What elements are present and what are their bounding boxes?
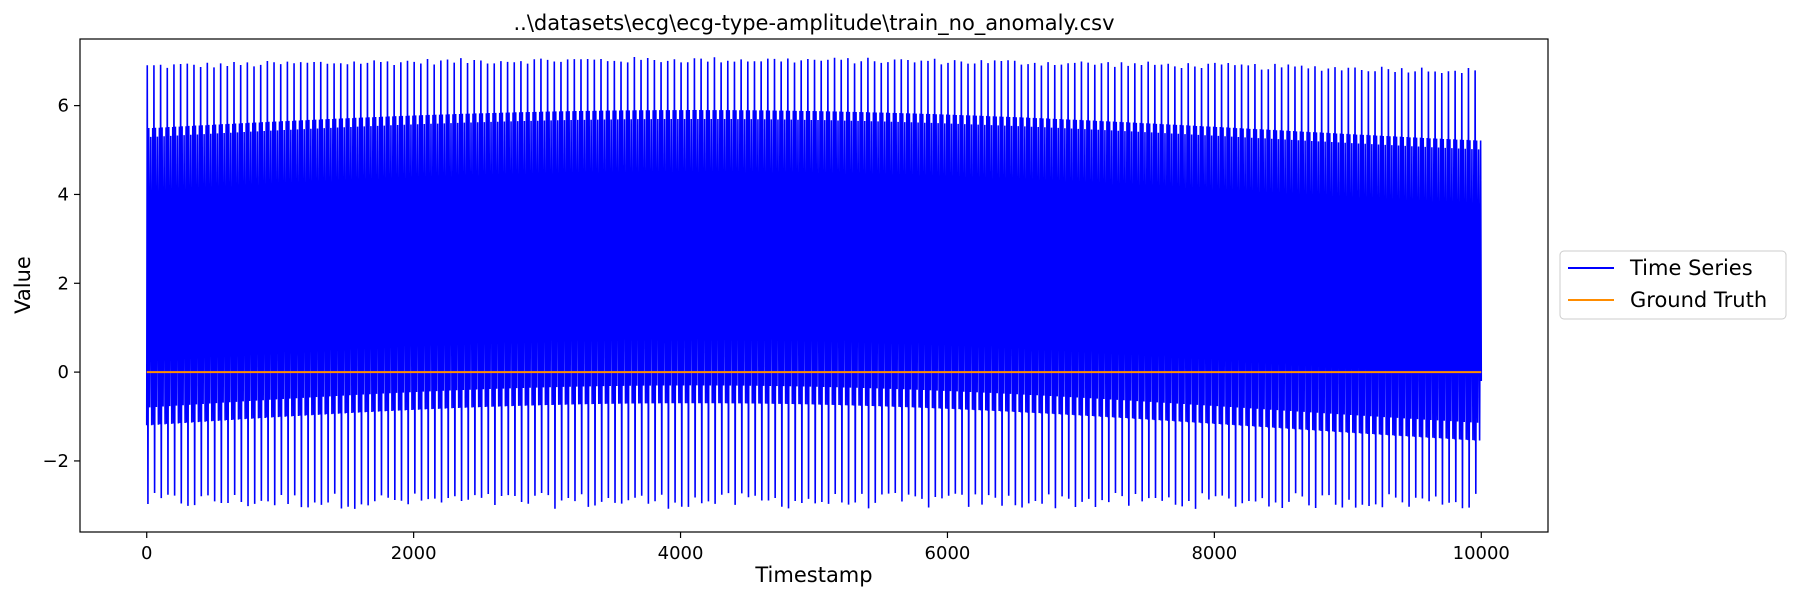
x-tick-label: 2000 [391, 543, 437, 564]
x-tick-label: 4000 [658, 543, 704, 564]
y-tick-label: 0 [58, 362, 69, 383]
x-axis: 0 2000 4000 6000 8000 10000 [141, 532, 1510, 564]
x-tick-label: 0 [141, 543, 152, 564]
x-axis-label: Timestamp [754, 563, 872, 587]
x-tick-label: 10000 [1453, 543, 1510, 564]
series-layer [145, 57, 1483, 509]
y-tick-label: 6 [58, 96, 69, 117]
x-tick-label: 8000 [1191, 543, 1237, 564]
chart-title: ..\datasets\ecg\ecg-type-amplitude\train… [513, 11, 1114, 36]
y-tick-label: 4 [58, 184, 69, 205]
y-tick-label: 2 [58, 273, 69, 294]
legend-label-time-series: Time Series [1629, 256, 1753, 280]
y-axis: −2 0 2 4 6 [42, 96, 80, 472]
plot-frame [79, 38, 1549, 533]
x-tick-label: 6000 [925, 543, 971, 564]
legend-label-ground-truth: Ground Truth [1630, 288, 1767, 312]
plot-area [79, 38, 1549, 533]
series-line-time-series [145, 57, 1483, 509]
y-tick-label: −2 [42, 451, 69, 472]
y-axis-label: Value [11, 256, 35, 314]
legend-box [1559, 250, 1787, 320]
legend[interactable]: Time Series Ground Truth [1559, 250, 1787, 320]
